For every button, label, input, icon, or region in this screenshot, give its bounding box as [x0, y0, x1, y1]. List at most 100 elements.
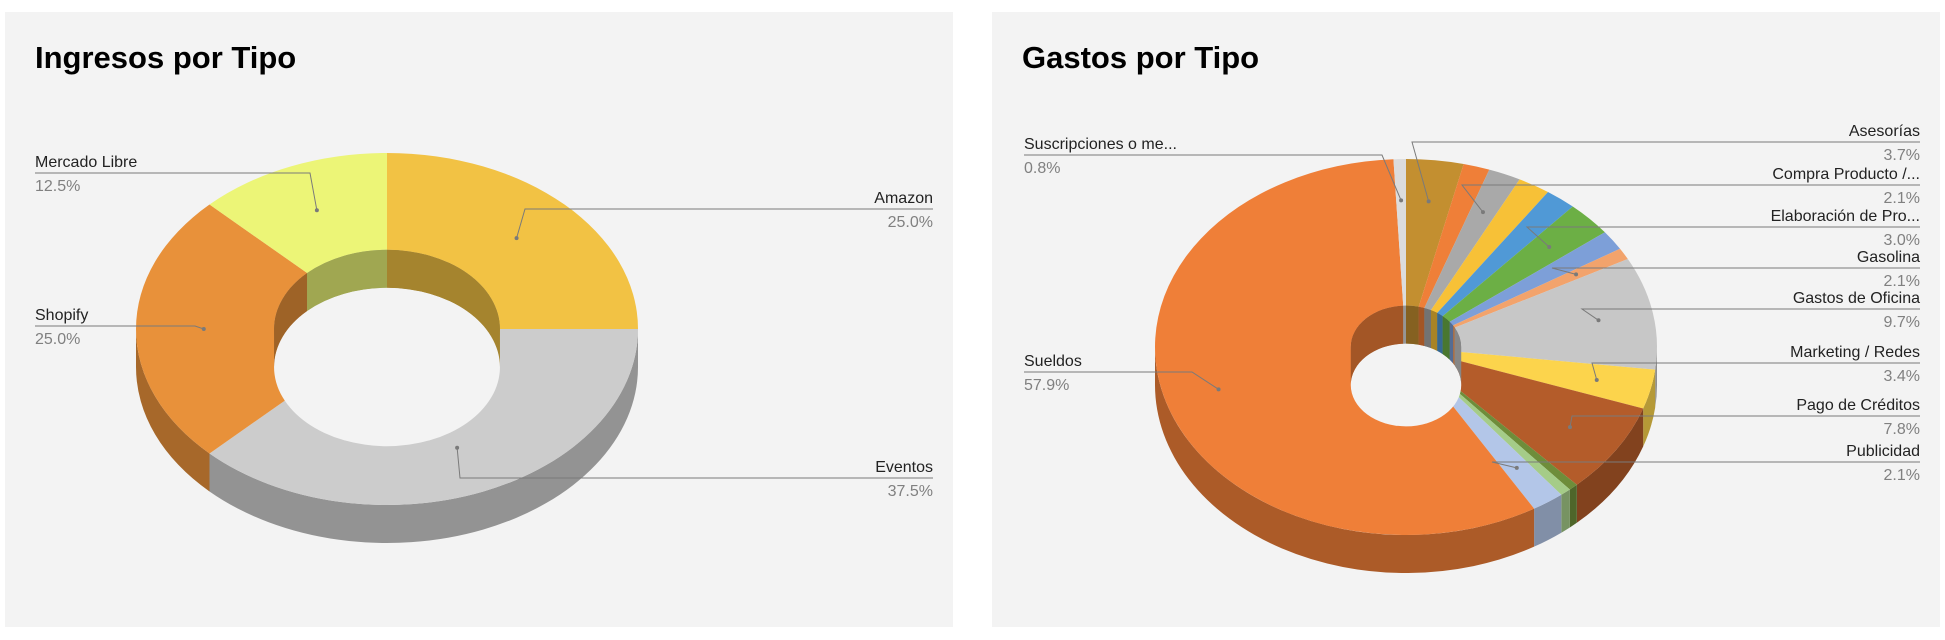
undefined-leader-line: [1411, 141, 1920, 202]
undefined-pct-gastos-de-oficina: 9.7%: [1884, 314, 1920, 331]
undefined-leader-line: [1460, 184, 1920, 213]
undefined-slice-inner-wall: [1437, 312, 1443, 355]
undefined-label-pago-de-creditos: Pago de Créditos: [1796, 397, 1920, 414]
undefined-slice-unlabeled[interactable]: [1418, 164, 1490, 308]
undefined-label-gastos-de-oficina: Gastos de Oficina: [1793, 290, 1920, 307]
undefined-slice-asesorias[interactable]: [1406, 159, 1464, 307]
undefined-slice-amazon[interactable]: [387, 153, 638, 329]
undefined-slice-sueldos[interactable]: [1154, 159, 1535, 536]
undefined-pct-shopify: 25.0%: [35, 331, 80, 348]
undefined-slice-side: [209, 329, 638, 543]
undefined-leader-dot: [1547, 245, 1552, 250]
undefined-slice-publicidad[interactable]: [1434, 379, 1562, 509]
undefined-pct-suscripciones-o-me: 0.8%: [1024, 160, 1060, 177]
undefined-pct-amazon: 25.0%: [888, 214, 933, 231]
undefined-slice-side: [1534, 494, 1562, 547]
undefined-leader-line: [1580, 308, 1920, 321]
undefined-slice-compra-producto[interactable]: [1424, 169, 1520, 311]
undefined-leader-line: [1591, 362, 1920, 381]
undefined-leader-line: [1024, 371, 1219, 390]
undefined-label-amazon: Amazon: [874, 190, 933, 207]
undefined-slice-suscripciones-o-me[interactable]: [1393, 159, 1406, 306]
undefined-label-suscripciones-o-me: Suscripciones o me...: [1024, 136, 1177, 153]
undefined-pct-compra-producto: 2.1%: [1884, 190, 1920, 207]
undefined-leader-line: [35, 325, 204, 330]
undefined-leader-dot: [1596, 318, 1601, 323]
undefined-slice-inner-wall: [1442, 316, 1450, 360]
undefined-label-mercado-libre: Mercado Libre: [35, 154, 137, 171]
undefined-slice-inner-wall: [1350, 305, 1404, 385]
undefined-leader-dot: [1426, 199, 1431, 204]
gastos-chart-panel: Gastos por Tipo Asesorías 3.7% Compra Prod…: [992, 12, 1940, 627]
undefined-pct-sueldos: 57.9%: [1024, 377, 1069, 394]
undefined-slice-inner-wall: [1418, 306, 1425, 346]
undefined-slice-side: [1561, 489, 1570, 533]
undefined-slice-gastos-de-oficina[interactable]: [1454, 259, 1657, 370]
undefined-slice-side: [1643, 369, 1656, 447]
ingresos-chart-title: Ingresos por Tipo: [35, 40, 297, 75]
undefined-pct-gasolina: 2.1%: [1884, 273, 1920, 290]
undefined-slice-unlabeled[interactable]: [1442, 377, 1577, 490]
undefined-leader-line: [1024, 154, 1402, 201]
undefined-slice-side: [1655, 347, 1657, 408]
undefined-slice-inner-wall: [1454, 327, 1462, 385]
undefined-slice-pago-de-creditos[interactable]: [1443, 360, 1644, 485]
undefined-leader-dot: [1399, 198, 1404, 203]
undefined-leader-line: [35, 172, 318, 211]
undefined-label-eventos: Eventos: [875, 459, 933, 476]
undefined-leader-line: [1525, 226, 1920, 248]
undefined-donut-hole: [1350, 343, 1462, 427]
undefined-slice-marketing-redes[interactable]: [1458, 351, 1656, 409]
ingresos-chart-panel: Ingresos por Tipo Amazon 25.0% Eventos 37.5…: [5, 12, 953, 627]
undefined-slice-side: [136, 329, 210, 492]
undefined-slice-inner-wall: [1449, 321, 1454, 364]
undefined-slice-inner-wall: [1406, 305, 1419, 345]
gastos-chart-title: Gastos por Tipo: [1022, 40, 1260, 75]
undefined-slice-inner-wall: [274, 272, 308, 367]
undefined-slice-side: [1155, 347, 1535, 573]
undefined-slice-inner-wall: [1424, 307, 1431, 349]
undefined-slice-unlabeled[interactable]: [1431, 179, 1549, 313]
undefined-leader-line: [456, 447, 933, 479]
undefined-label-asesorias: Asesorías: [1849, 123, 1920, 140]
undefined-donut-hole: [274, 287, 500, 447]
undefined-pct-asesorias: 3.7%: [1884, 147, 1920, 164]
ingresos-donut-chart: Amazon 25.0% Eventos 37.5% Shopify 25.0% Merca…: [35, 153, 933, 543]
undefined-slice-shopify[interactable]: [136, 204, 308, 454]
undefined-pct-eventos: 37.5%: [888, 483, 933, 500]
undefined-label-publicidad: Publicidad: [1846, 443, 1920, 460]
undefined-slice-inner-wall: [1453, 325, 1455, 366]
undefined-label-elaboracion-de-pro: Elaboración de Pro...: [1771, 208, 1920, 225]
undefined-pct-publicidad: 2.1%: [1884, 467, 1920, 484]
undefined-slice-unlabeled[interactable]: [1440, 378, 1570, 495]
undefined-label-sueldos: Sueldos: [1024, 353, 1082, 370]
undefined-leader-dot: [1480, 210, 1485, 215]
undefined-leader-line: [516, 208, 933, 239]
undefined-leader-dot: [455, 445, 460, 450]
undefined-pct-pago-de-creditos: 7.8%: [1884, 421, 1920, 438]
undefined-leader-dot: [514, 236, 519, 241]
undefined-leader-line: [1569, 415, 1920, 428]
undefined-slice-mercado-libre[interactable]: [209, 153, 387, 273]
undefined-pct-marketing-redes: 3.4%: [1884, 368, 1920, 385]
undefined-slice-side: [1569, 484, 1577, 528]
undefined-slice-inner-wall: [387, 249, 500, 367]
undefined-leader-dot: [1216, 387, 1221, 392]
undefined-leader-dot: [201, 327, 206, 331]
undefined-leader-dot: [314, 208, 319, 213]
undefined-slice-elaboracion-de-pro[interactable]: [1442, 206, 1605, 322]
undefined-pct-mercado-libre: 12.5%: [35, 178, 80, 195]
undefined-leader-dot: [1594, 378, 1599, 383]
undefined-pct-elaboracion-de-pro: 3.0%: [1884, 232, 1920, 249]
undefined-label-compra-producto: Compra Producto /...: [1772, 166, 1920, 183]
undefined-slice-unlabeled[interactable]: [1437, 191, 1573, 317]
undefined-label-gasolina: Gasolina: [1857, 249, 1920, 266]
undefined-label-marketing-redes: Marketing / Redes: [1790, 344, 1920, 361]
undefined-slice-unlabeled[interactable]: [1449, 232, 1621, 326]
undefined-label-shopify: Shopify: [35, 307, 88, 324]
undefined-slice-side: [1576, 408, 1644, 523]
undefined-slice-inner-wall: [1403, 305, 1406, 344]
undefined-slice-inner-wall: [307, 249, 387, 311]
undefined-leader-line: [1551, 267, 1920, 275]
